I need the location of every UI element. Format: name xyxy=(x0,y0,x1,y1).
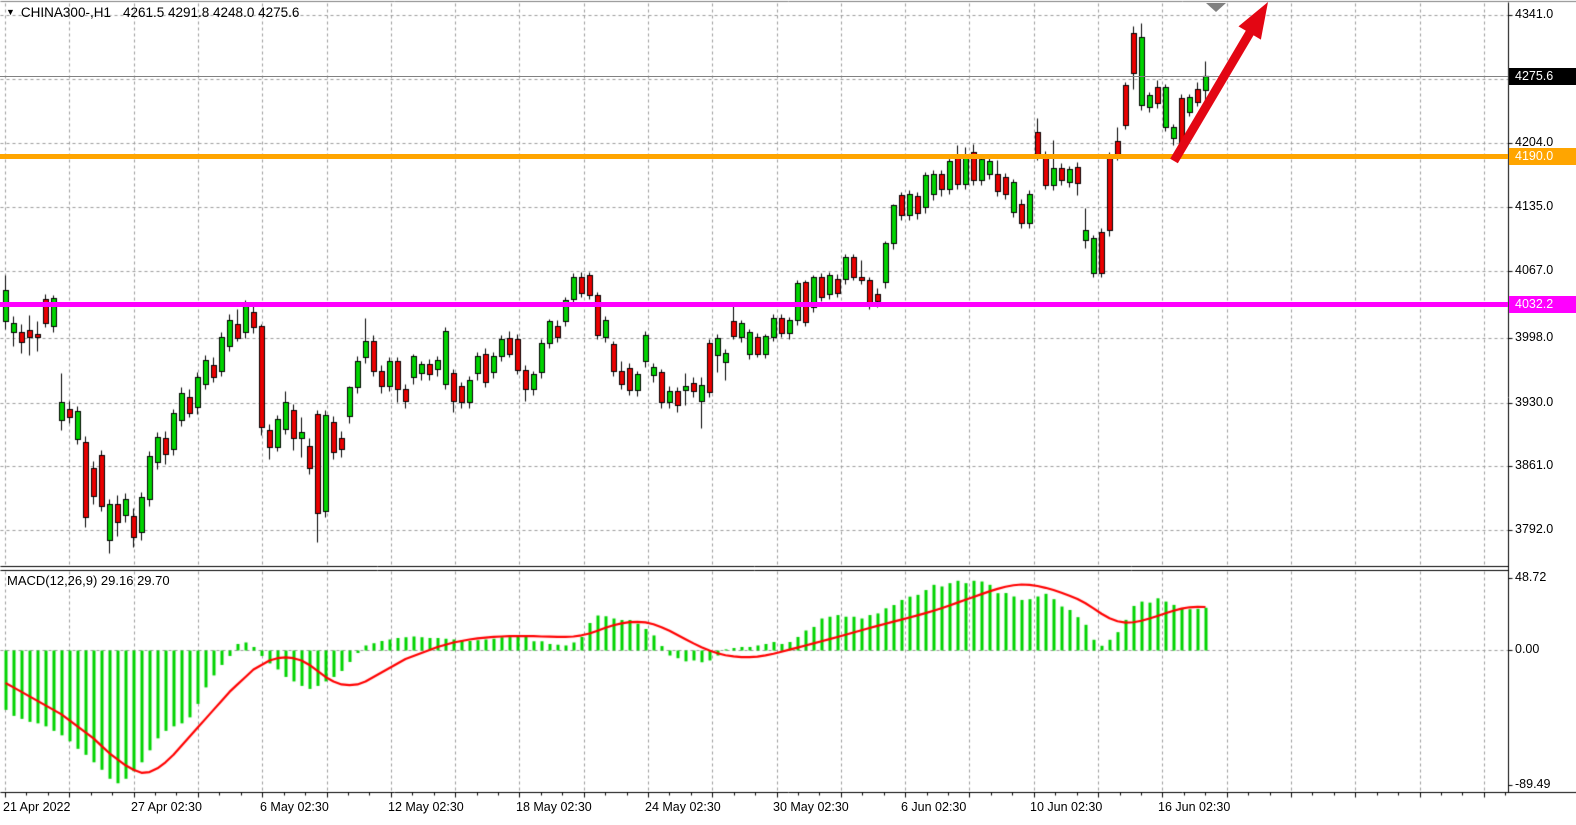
time-tick-label: 10 Jun 02:30 xyxy=(1030,800,1103,814)
ohlc-values-label: 4261.5 4291.8 4248.0 4275.6 xyxy=(122,5,300,20)
price-tick-label: 4135.0 xyxy=(1515,199,1554,213)
time-tick-label: 6 Jun 02:30 xyxy=(901,800,967,814)
price-tick-label: 4341.0 xyxy=(1515,7,1554,21)
current-price-badge: 4275.6 xyxy=(1509,68,1576,85)
time-tick-label: 12 May 02:30 xyxy=(388,800,464,814)
time-tick-label: 18 May 02:30 xyxy=(516,800,592,814)
symbol-dropdown-icon[interactable]: ▼ xyxy=(6,7,15,17)
time-tick-label: 21 Apr 2022 xyxy=(3,800,71,814)
time-tick-label: 30 May 02:30 xyxy=(773,800,849,814)
time-tick-label: 6 May 02:30 xyxy=(260,800,329,814)
price-tick-label: 3792.0 xyxy=(1515,522,1554,536)
support-hline-4032[interactable] xyxy=(0,302,1508,307)
price-tick-label: 4067.0 xyxy=(1515,263,1554,277)
support-price-badge: 4032.2 xyxy=(1509,296,1576,313)
chart-title: ▼ CHINA300-,H1 4261.5 4291.8 4248.0 4275.6 xyxy=(6,5,299,20)
price-tick-label: 3930.0 xyxy=(1515,395,1554,409)
price-tick-label: 4204.0 xyxy=(1515,135,1554,149)
resistance-hline-4190[interactable] xyxy=(0,154,1508,159)
price-tick-label: 3861.0 xyxy=(1515,458,1554,472)
time-tick-label: 27 Apr 02:30 xyxy=(131,800,202,814)
macd-tick-label: 0.00 xyxy=(1515,642,1540,656)
resistance-price-badge: 4190.0 xyxy=(1509,148,1576,165)
macd-indicator-label: MACD(12,26,9) 29.16 29.70 xyxy=(7,573,170,588)
macd-tick-label: -89.49 xyxy=(1515,777,1551,791)
time-tick-label: 16 Jun 02:30 xyxy=(1158,800,1231,814)
time-tick-label: 24 May 02:30 xyxy=(645,800,721,814)
current-price-line xyxy=(0,76,1508,77)
macd-tick-label: 48.72 xyxy=(1515,570,1547,584)
symbol-period-label: CHINA300-,H1 xyxy=(20,5,111,20)
price-tick-label: 3998.0 xyxy=(1515,330,1554,344)
